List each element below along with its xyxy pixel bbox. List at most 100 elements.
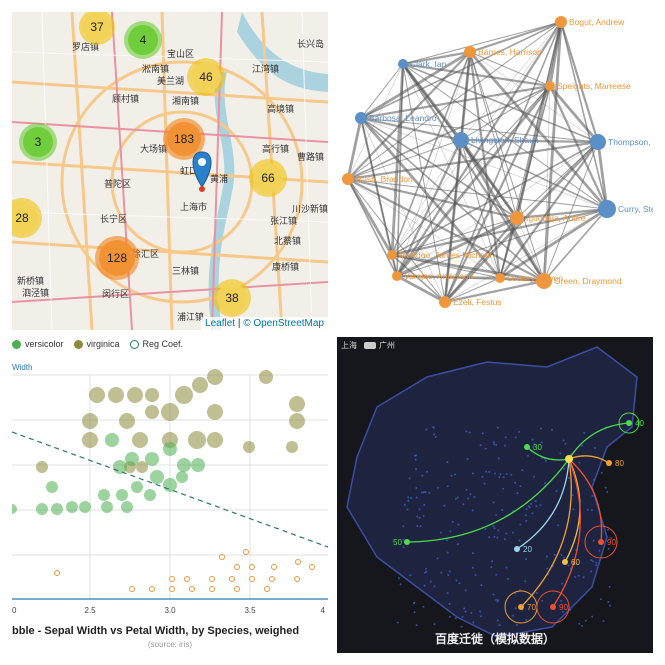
leaflet-link[interactable]: Leaflet bbox=[205, 318, 236, 329]
setosa-bubble[interactable] bbox=[229, 576, 235, 582]
osm-link[interactable]: © OpenStreetMap bbox=[243, 318, 324, 329]
network-node[interactable]: Green, Draymond bbox=[536, 273, 622, 289]
versicolor-bubble[interactable] bbox=[150, 470, 164, 484]
virginica-bubble[interactable] bbox=[286, 441, 298, 453]
setosa-bubble[interactable] bbox=[249, 576, 255, 582]
virginica-bubble[interactable] bbox=[207, 404, 223, 420]
network-node[interactable]: Livingston, Shaun bbox=[453, 132, 539, 148]
migration-map[interactable]: 40 30 80 90 50 20 60 70 90 bbox=[337, 337, 653, 653]
versicolor-bubble[interactable] bbox=[144, 489, 156, 501]
migration-target[interactable]: 60 bbox=[562, 558, 580, 567]
versicolor-bubble[interactable] bbox=[113, 460, 127, 474]
setosa-bubble[interactable] bbox=[269, 576, 275, 582]
setosa-bubble[interactable] bbox=[271, 564, 277, 570]
setosa-bubble[interactable] bbox=[264, 586, 270, 592]
versicolor-bubble[interactable] bbox=[79, 501, 91, 513]
cluster-marker[interactable]: 28 bbox=[12, 198, 42, 238]
cluster-marker[interactable]: 38 bbox=[213, 279, 251, 317]
network-node[interactable]: Barbosa, Leandro bbox=[355, 112, 437, 124]
virginica-bubble[interactable] bbox=[207, 432, 223, 448]
network-node[interactable]: Thompson, Klay bbox=[590, 134, 653, 150]
cluster-marker[interactable]: 66 bbox=[249, 159, 287, 197]
versicolor-bubble[interactable] bbox=[98, 489, 110, 501]
versicolor-bubble[interactable] bbox=[105, 433, 119, 447]
virginica-bubble[interactable] bbox=[243, 441, 255, 453]
setosa-bubble[interactable] bbox=[209, 586, 215, 592]
network-graph[interactable]: Bogut, Andrew Barnes, Harrison Clark, Ian S… bbox=[337, 12, 653, 330]
network-node[interactable]: Curry, Stephen bbox=[598, 200, 653, 218]
network-node[interactable]: Ezeli, Festus bbox=[439, 296, 502, 308]
migration-target[interactable]: 90 bbox=[584, 525, 618, 559]
network-node[interactable]: Rush, Brandon bbox=[342, 173, 413, 185]
versicolor-bubble[interactable] bbox=[46, 481, 58, 493]
setosa-bubble[interactable] bbox=[169, 586, 175, 592]
setosa-bubble[interactable] bbox=[129, 586, 135, 592]
versicolor-bubble[interactable] bbox=[176, 471, 188, 483]
setosa-bubble[interactable] bbox=[234, 564, 240, 570]
network-node[interactable]: Clark, Ian bbox=[398, 59, 447, 69]
virginica-bubble[interactable] bbox=[136, 461, 148, 473]
virginica-bubble[interactable] bbox=[192, 377, 208, 393]
cluster-marker[interactable]: 183 bbox=[163, 118, 205, 160]
versicolor-bubble[interactable] bbox=[121, 501, 133, 513]
network-node[interactable]: Varejao, Anderson bbox=[392, 271, 474, 281]
setosa-bubble[interactable] bbox=[294, 576, 300, 582]
setosa-bubble[interactable] bbox=[295, 559, 301, 565]
setosa-bubble[interactable] bbox=[219, 554, 225, 560]
setosa-bubble[interactable] bbox=[234, 586, 240, 592]
versicolor-bubble[interactable] bbox=[101, 501, 113, 513]
location-marker-icon[interactable] bbox=[192, 151, 212, 192]
virginica-bubble[interactable] bbox=[89, 387, 105, 403]
cluster-marker[interactable]: 3 bbox=[19, 123, 57, 161]
network-node[interactable]: Barnes, Harrison bbox=[464, 46, 542, 58]
migration-target[interactable]: 90 bbox=[536, 590, 570, 624]
virginica-bubble[interactable] bbox=[259, 370, 273, 384]
network-node[interactable]: Bogut, Andrew bbox=[555, 16, 625, 28]
versicolor-bubble[interactable] bbox=[12, 504, 17, 514]
virginica-bubble[interactable] bbox=[145, 388, 159, 402]
virginica-bubble[interactable] bbox=[145, 405, 159, 419]
legend-virginica[interactable]: virginica bbox=[86, 339, 120, 349]
legend-reg-coef[interactable]: Reg Coef. bbox=[142, 339, 184, 349]
cluster-marker[interactable]: 128 bbox=[95, 236, 139, 280]
setosa-bubble[interactable] bbox=[249, 564, 255, 570]
setosa-bubble[interactable] bbox=[309, 564, 315, 570]
virginica-bubble[interactable] bbox=[82, 413, 98, 429]
versicolor-bubble[interactable] bbox=[163, 442, 177, 456]
shanghai-cluster-map[interactable]: 宝山区 长兴岛 罗店镇 美兰湖 湘南镇 顾村镇 高境镇 大场镇 虹口 黄浦 普陀区 长宁区 上海市 徐汇区… bbox=[12, 12, 328, 330]
network-node[interactable]: Iguodala, Andre bbox=[510, 211, 586, 225]
network-node[interactable]: McAdoo, James Michael bbox=[387, 250, 492, 260]
virginica-bubble[interactable] bbox=[127, 387, 143, 403]
versicolor-bubble[interactable] bbox=[177, 458, 191, 472]
versicolor-bubble[interactable] bbox=[125, 452, 139, 466]
virginica-bubble[interactable] bbox=[161, 403, 179, 421]
migration-target[interactable]: 50 bbox=[393, 538, 410, 547]
legend-shanghai[interactable]: 上海 bbox=[341, 341, 357, 350]
virginica-bubble[interactable] bbox=[108, 387, 124, 403]
versicolor-bubble[interactable] bbox=[191, 458, 205, 472]
setosa-bubble[interactable] bbox=[169, 576, 175, 582]
versicolor-bubble[interactable] bbox=[51, 503, 63, 515]
setosa-bubble[interactable] bbox=[243, 549, 249, 555]
virginica-bubble[interactable] bbox=[289, 396, 305, 412]
versicolor-bubble[interactable] bbox=[131, 481, 143, 493]
network-node[interactable]: Looney, Kevon bbox=[495, 273, 563, 283]
virginica-bubble[interactable] bbox=[188, 431, 206, 449]
setosa-bubble[interactable] bbox=[189, 586, 195, 592]
setosa-bubble[interactable] bbox=[149, 586, 155, 592]
cluster-marker[interactable]: 4 bbox=[124, 21, 162, 59]
virginica-bubble[interactable] bbox=[207, 369, 223, 385]
network-node[interactable]: Speights, Marreese bbox=[545, 81, 631, 91]
virginica-bubble[interactable] bbox=[289, 413, 305, 429]
versicolor-bubble[interactable] bbox=[36, 503, 48, 515]
legend-guangzhou[interactable]: 广州 bbox=[379, 341, 395, 350]
virginica-bubble[interactable] bbox=[82, 432, 98, 448]
virginica-bubble[interactable] bbox=[119, 413, 135, 429]
virginica-bubble[interactable] bbox=[175, 386, 193, 404]
bubble-chart[interactable]: Width 0 2.5 3.0 3.5 4 bbox=[12, 337, 328, 653]
virginica-bubble[interactable] bbox=[132, 432, 148, 448]
migration-target[interactable]: 80 bbox=[606, 459, 624, 468]
versicolor-bubble[interactable] bbox=[66, 501, 78, 513]
versicolor-bubble[interactable] bbox=[145, 452, 159, 466]
